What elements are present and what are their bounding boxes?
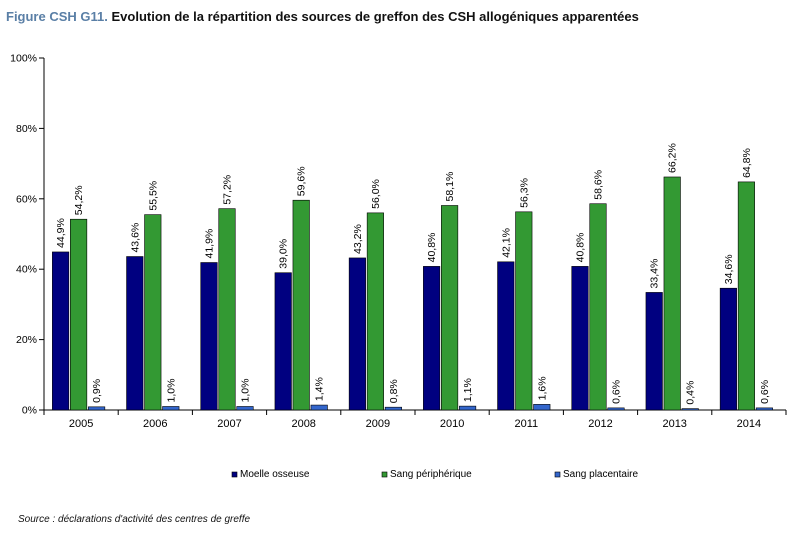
bar (571, 266, 589, 411)
legend-label: Sang placentaire (563, 469, 638, 480)
data-label: 64,8% (741, 148, 753, 178)
x-tick-label: 2014 (737, 418, 761, 430)
x-tick-label: 2008 (291, 418, 315, 430)
legend-swatch (381, 471, 388, 478)
bar (144, 214, 162, 411)
bar (441, 205, 459, 411)
data-label: 0,9% (91, 379, 103, 403)
bar (292, 199, 310, 411)
data-label: 44,9% (55, 218, 67, 248)
x-tick-label: 2005 (69, 418, 93, 430)
data-label: 39,0% (278, 239, 290, 269)
data-label: 0,8% (388, 379, 400, 403)
bar (737, 181, 755, 411)
bar (459, 405, 477, 411)
figure-title: Evolution de la répartition des sources … (111, 9, 639, 24)
x-tick-label: 2010 (440, 418, 464, 430)
bar (126, 256, 144, 411)
data-label: 33,4% (649, 259, 661, 289)
bar (681, 408, 699, 411)
data-label: 66,2% (667, 143, 679, 173)
bar (589, 203, 607, 411)
x-tick-label: 2006 (143, 418, 167, 430)
bar (236, 406, 254, 411)
data-label: 0,6% (611, 380, 623, 404)
bar (200, 262, 218, 411)
legend-swatch (554, 471, 561, 478)
data-label: 59,6% (296, 166, 308, 196)
data-label: 58,6% (593, 170, 605, 200)
bar (162, 406, 180, 411)
bar (663, 176, 681, 411)
bar (384, 406, 402, 411)
y-tick-label: 100% (10, 53, 37, 65)
source-note: Source : déclarations d'activité des cen… (18, 514, 251, 525)
bar (70, 218, 88, 411)
legend-label: Sang périphérique (390, 469, 472, 480)
data-label: 57,2% (222, 175, 234, 205)
bar (274, 272, 292, 411)
figure-number: Figure CSH G11. (6, 9, 108, 24)
data-label: 54,2% (73, 185, 85, 215)
bar (423, 266, 441, 411)
data-label: 41,9% (204, 229, 216, 259)
data-label: 43,6% (129, 223, 141, 253)
bar (719, 287, 737, 411)
x-tick-label: 2009 (366, 418, 390, 430)
bar (348, 257, 366, 411)
data-label: 34,6% (723, 254, 735, 284)
data-label: 1,6% (536, 376, 548, 400)
legend-label: Moelle osseuse (240, 469, 310, 480)
legend-swatch (231, 471, 238, 478)
x-tick-label: 2013 (662, 418, 686, 430)
data-label: 40,8% (426, 233, 438, 263)
bar (218, 208, 236, 411)
x-tick-label: 2007 (217, 418, 241, 430)
data-label: 1,0% (165, 379, 177, 403)
x-tick-label: 2012 (588, 418, 612, 430)
x-tick-label: 2011 (514, 418, 538, 430)
data-label: 1,4% (314, 377, 326, 401)
bar (533, 404, 551, 411)
bar (52, 251, 70, 411)
data-label: 0,6% (759, 380, 771, 404)
bar (497, 261, 515, 411)
bar (310, 404, 328, 411)
bar (645, 292, 663, 411)
y-tick-label: 0% (22, 405, 37, 417)
y-tick-label: 20% (16, 334, 37, 346)
data-label: 43,2% (352, 224, 364, 254)
data-label: 56,0% (370, 179, 382, 209)
data-label: 0,4% (685, 381, 697, 405)
bar (607, 407, 625, 411)
data-label: 42,1% (500, 228, 512, 258)
data-label: 58,1% (444, 172, 456, 202)
chart-title: Figure CSH G11. Evolution de la répartit… (6, 9, 639, 24)
bar (366, 212, 384, 411)
data-label: 40,8% (575, 233, 587, 263)
data-label: 1,0% (240, 379, 252, 403)
data-label: 1,1% (462, 378, 474, 402)
data-label: 56,3% (518, 178, 530, 208)
bar (755, 407, 773, 411)
y-tick-label: 80% (16, 123, 37, 135)
bar (88, 406, 106, 411)
y-tick-label: 40% (16, 264, 37, 276)
bar (515, 211, 533, 411)
data-label: 55,5% (147, 181, 159, 211)
y-tick-label: 60% (16, 193, 37, 205)
